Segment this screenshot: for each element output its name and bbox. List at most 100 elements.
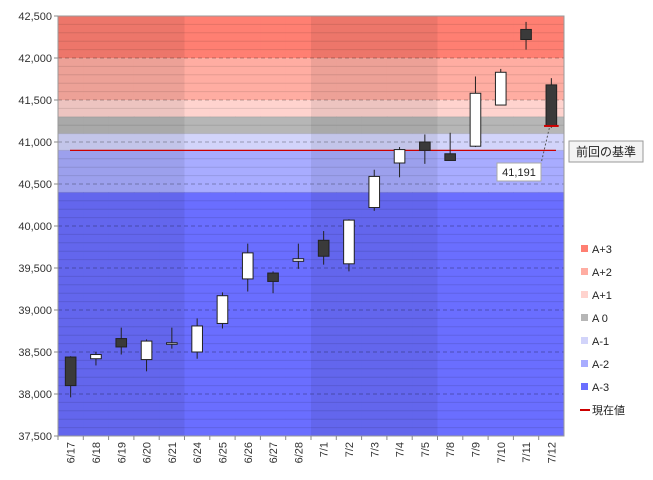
x-tick-label: 7/5 (420, 442, 432, 457)
band-1-col-10 (311, 58, 337, 100)
band-0-col-5 (184, 16, 211, 58)
band-2-col-5 (184, 100, 211, 117)
legend-label-1: A+2 (592, 267, 612, 279)
y-tick-label: 42,000 (18, 53, 52, 65)
current-value-label: 41,191 (502, 167, 536, 179)
candle-body-7/4 (393, 149, 406, 164)
x-tick-label: 6/21 (167, 442, 179, 463)
band-5-col-0 (58, 150, 84, 193)
band-3-col-11 (336, 116, 363, 134)
band-3-col-2 (108, 116, 135, 134)
x-tick-label: 6/28 (293, 442, 305, 463)
band-1-col-6 (209, 58, 236, 100)
y-tick-label: 38,500 (18, 347, 52, 359)
candle-body-7/12 (545, 84, 558, 127)
band-6-col-15 (437, 192, 464, 436)
band-1-col-13 (386, 58, 413, 100)
band-3-col-5 (184, 116, 211, 134)
y-tick-label: 39,500 (18, 263, 52, 275)
band-1-col-3 (133, 58, 160, 100)
band-4-col-19 (538, 133, 565, 151)
band-5-col-11 (336, 150, 363, 193)
band-6-col-3 (133, 192, 160, 436)
band-6-col-10 (311, 192, 337, 436)
x-tick-label: 7/10 (496, 442, 508, 463)
band-2-col-0 (58, 100, 84, 117)
band-4-col-4 (159, 133, 185, 151)
band-5-col-7 (235, 150, 261, 193)
legend-label-7: 現在値 (592, 404, 625, 417)
band-2-col-3 (133, 100, 160, 117)
band-3-col-7 (235, 116, 261, 134)
current-value-box (496, 162, 542, 182)
band-3-col-12 (361, 116, 388, 134)
band-1-col-0 (58, 58, 84, 100)
candle-body-7/10 (494, 71, 507, 106)
candle-body-7/9 (469, 92, 482, 147)
legend-swatch-5 (581, 360, 588, 367)
band-2-col-12 (361, 100, 388, 117)
current-value-leader (539, 127, 550, 169)
legend-label-6: A-3 (592, 382, 609, 394)
x-tick-label: 7/4 (395, 442, 407, 457)
legend-label-5: A-2 (592, 359, 609, 371)
candle-body-7/5 (419, 141, 431, 151)
band-6-col-14 (412, 192, 438, 436)
band-4-col-11 (336, 133, 363, 151)
band-2-col-17 (488, 100, 514, 117)
candle-body-6/25 (216, 295, 229, 324)
band-0-col-15 (437, 16, 464, 58)
band-0-col-1 (83, 16, 110, 58)
band-6-col-0 (58, 192, 84, 436)
y-tick-label: 40,000 (18, 221, 52, 233)
band-1-col-11 (336, 58, 363, 100)
band-6-col-13 (386, 192, 413, 436)
band-5-col-8 (260, 150, 287, 193)
band-6-col-17 (488, 192, 514, 436)
candle-body-7/1 (317, 239, 330, 257)
band-0-col-6 (209, 16, 236, 58)
band-2-col-2 (108, 100, 135, 117)
x-tick-label: 6/27 (268, 442, 280, 463)
band-0-col-0 (58, 16, 84, 58)
band-0-col-8 (260, 16, 287, 58)
band-5-col-6 (209, 150, 236, 193)
band-3-col-0 (58, 116, 84, 134)
x-tick-label: 7/12 (546, 442, 558, 463)
band-2-col-4 (159, 100, 185, 117)
band-4-col-10 (311, 133, 337, 151)
reference-callout-label: 前回の基準 (576, 144, 636, 159)
band-5-col-5 (184, 150, 211, 193)
y-tick-label: 41,000 (18, 137, 52, 149)
band-0-col-4 (159, 16, 185, 58)
band-2-col-1 (83, 100, 110, 117)
legend-label-3: A 0 (592, 313, 608, 325)
y-tick-label: 41,500 (18, 95, 52, 107)
band-0-col-19 (538, 16, 565, 58)
x-tick-label: 7/8 (445, 442, 457, 457)
band-0-col-2 (108, 16, 135, 58)
x-tick-label: 7/3 (369, 442, 381, 457)
band-4-col-6 (209, 133, 236, 151)
x-tick-label: 6/18 (91, 442, 103, 463)
legend-swatch-0 (581, 245, 588, 252)
candle-body-6/26 (241, 252, 254, 280)
band-3-col-10 (311, 116, 337, 134)
band-2-col-9 (285, 100, 312, 117)
x-tick-label: 6/26 (243, 442, 255, 463)
band-6-col-7 (235, 192, 261, 436)
band-4-col-12 (361, 133, 388, 151)
band-1-col-2 (108, 58, 135, 100)
candle-body-7/2 (343, 219, 355, 265)
band-5-col-10 (311, 150, 337, 193)
band-4-col-0 (58, 133, 84, 151)
candle-body-6/20 (140, 340, 153, 361)
band-6-col-4 (159, 192, 185, 436)
band-3-col-8 (260, 116, 287, 134)
x-tick-label: 7/1 (319, 442, 331, 457)
y-tick-label: 38,000 (18, 389, 52, 401)
candle-body-7/3 (368, 175, 381, 209)
band-6-col-19 (538, 192, 565, 436)
band-1-col-15 (437, 58, 464, 100)
band-6-col-8 (260, 192, 287, 436)
